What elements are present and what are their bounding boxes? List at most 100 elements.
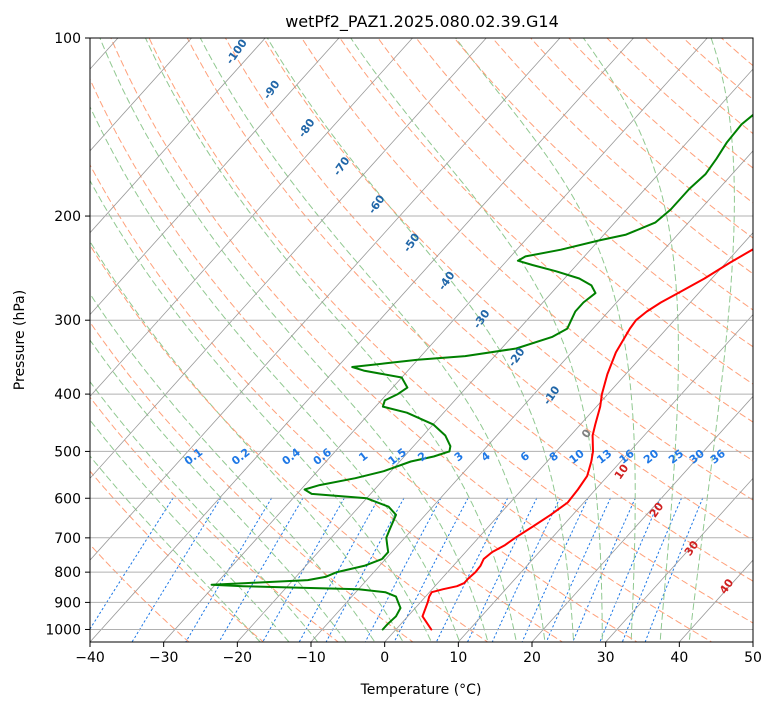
x-tick-label: −20	[223, 650, 253, 666]
plot-frame	[89, 37, 754, 643]
mixing-ratio-line	[545, 497, 611, 642]
dry-adiabat	[224, 38, 753, 541]
isotherm-line	[605, 477, 753, 642]
axes-ticks: −40 −30 −20 −10 0 10 20 30 40 50 1000 900 800 700 600 5…	[45, 31, 762, 666]
y-tick-label: 100	[54, 31, 81, 47]
mixing-ratio-line	[491, 497, 561, 642]
isotherm-line	[90, 38, 414, 398]
x-axis-title: Temperature (°C)	[360, 682, 482, 698]
moist-adiabat	[582, 38, 679, 642]
profile-series	[210, 113, 753, 631]
mixing-ratio-line	[393, 497, 469, 642]
dry-adiabat	[339, 38, 753, 423]
y-tick-label: 500	[54, 444, 81, 460]
isotherm-line	[236, 68, 753, 642]
dry-adiabat-label: -30	[471, 307, 493, 331]
y-tick-label: 200	[54, 209, 81, 225]
y-tick-label: 300	[54, 313, 81, 329]
isotherm-line	[310, 150, 753, 642]
dry-adiabat	[263, 38, 753, 501]
dry-adiabat-label: -60	[366, 192, 388, 216]
isotherm-line	[90, 38, 193, 152]
dry-adiabat	[186, 38, 753, 582]
isotherm-line	[90, 38, 487, 479]
y-tick-label: 1000	[45, 622, 81, 638]
mixing-ratio-line	[131, 497, 222, 642]
mixing-ratio-line	[262, 497, 345, 642]
dry-adiabat-label: -100	[223, 36, 250, 66]
moist-adiabat	[688, 38, 735, 642]
mixing-ratio-label: 10	[567, 447, 587, 467]
x-tick-label: 40	[670, 650, 688, 666]
x-tick-label: −30	[149, 650, 179, 666]
isotherm-line	[457, 313, 753, 642]
dry-adiabat	[377, 38, 753, 385]
mixing-ratio-label: 25	[666, 447, 686, 467]
mixing-ratio-label: 0.2	[229, 446, 252, 468]
dry-adiabat-label: -50	[401, 231, 423, 255]
x-tick-label: 20	[523, 650, 541, 666]
moist-adiabat	[266, 38, 575, 642]
mixing-ratio-label: 0.6	[311, 445, 335, 467]
dry-adiabat	[90, 321, 414, 642]
isotherm-line	[163, 38, 708, 642]
x-tick-label: 50	[744, 650, 762, 666]
mixing-ratio-line	[435, 497, 509, 642]
dry-adiabat	[415, 38, 753, 348]
dry-adiabat-label: 40	[717, 576, 737, 596]
y-tick-label: 800	[54, 565, 81, 581]
mixing-ratio-label: 13	[594, 447, 614, 467]
isotherm-line	[384, 232, 753, 642]
mixing-ratio-line	[599, 497, 661, 642]
mixing-ratio-label: 20	[641, 447, 661, 467]
dry-adiabat	[90, 163, 564, 642]
y-tick-label: 900	[54, 595, 81, 611]
dry-adiabat	[90, 396, 339, 642]
x-tick-label: 0	[380, 650, 389, 666]
x-tick-label: −40	[75, 650, 105, 666]
y-tick-label: 600	[54, 491, 81, 507]
isotherm-line	[90, 38, 266, 234]
chart-title: wetPf2_PAZ1.2025.080.02.39.G14	[285, 12, 559, 32]
moist-adiabat	[90, 292, 376, 642]
temperature-line	[421, 248, 753, 631]
isotherms	[90, 38, 753, 642]
dry-adiabat	[644, 38, 753, 135]
moist-adiabat	[350, 38, 603, 642]
dry-adiabat-label: -40	[436, 269, 458, 293]
y-tick-label: 400	[54, 387, 81, 403]
isotherm-line	[90, 38, 561, 561]
x-tick-label: 30	[597, 650, 615, 666]
isotherm-line	[90, 38, 635, 642]
mixing-ratio-label: 30	[687, 447, 707, 467]
dry-adiabat-label: -80	[296, 116, 318, 140]
y-axis-title: Pressure (hPa)	[12, 290, 28, 390]
moist-adiabat	[199, 38, 546, 642]
dry-adiabat-label: -90	[261, 78, 283, 102]
moist-adiabat	[90, 105, 461, 642]
x-tick-label: 10	[449, 650, 467, 666]
dry-adiabat	[90, 543, 190, 642]
isobars	[90, 38, 753, 630]
y-tick-label: 700	[54, 531, 81, 547]
moist-adiabat	[90, 339, 347, 642]
dry-adiabat	[301, 38, 753, 462]
dry-adiabat	[90, 244, 489, 642]
moist-adiabat	[90, 455, 261, 642]
dry-adiabat	[90, 78, 638, 642]
mixing-ratio-line	[572, 497, 636, 642]
mixing-ratio-line	[298, 497, 380, 642]
mixing-ratio-line	[218, 497, 304, 642]
dry-adiabat	[453, 38, 753, 311]
moist-adiabat	[90, 419, 290, 642]
moist-adiabat	[90, 380, 319, 642]
mixing-ratio-label: 0.1	[182, 446, 205, 468]
dry-adiabat	[148, 38, 753, 624]
dry-adiabats	[90, 28, 775, 650]
mixing-ratio-label: 36	[708, 447, 728, 467]
isotherm-line	[90, 38, 340, 316]
moist-adiabat	[454, 38, 636, 642]
isotherm-line	[752, 641, 753, 642]
dry-adiabat	[748, 28, 775, 650]
